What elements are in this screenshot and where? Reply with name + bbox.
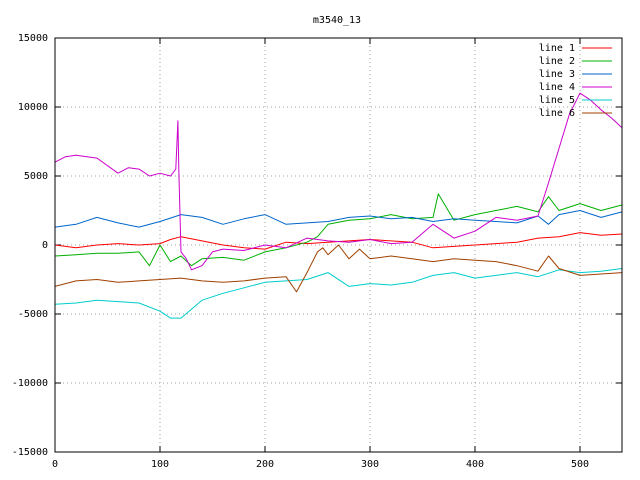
x-tick-label: 0 <box>52 459 58 470</box>
legend-label-4: line 4 <box>539 82 575 93</box>
series-line-2 <box>54 193 623 267</box>
series-line-6 <box>54 244 623 293</box>
y-tick-label: 15000 <box>18 33 48 44</box>
y-tick-label: -10000 <box>12 378 48 389</box>
x-tick-label: 400 <box>466 459 484 470</box>
axes-layer: 0 100 200 300 400 500 -15000 -10000 -5000 0 5000 10… <box>12 33 622 470</box>
series-layer <box>54 92 623 319</box>
x-tick-label: 100 <box>151 459 169 470</box>
plot-frame <box>54 37 623 453</box>
legend-label-1: line 1 <box>539 43 575 54</box>
legend-label-5: line 5 <box>539 95 575 106</box>
y-tick-label: 0 <box>42 240 48 251</box>
series-line-1 <box>54 232 623 250</box>
x-tick-label: 500 <box>571 459 589 470</box>
y-tick-label: 5000 <box>24 171 48 182</box>
series-line-3 <box>54 210 623 228</box>
legend: line 1 line 2 line 3 line 4 line 5 line 6 <box>539 43 612 119</box>
legend-label-3: line 3 <box>539 69 575 80</box>
series-line-5 <box>54 268 623 319</box>
series-line-4 <box>54 92 623 271</box>
legend-label-2: line 2 <box>539 56 575 67</box>
x-tick-label: 200 <box>256 459 274 470</box>
y-tick-label: 10000 <box>18 102 48 113</box>
y-tick-label: -15000 <box>12 447 48 458</box>
x-tick-label: 300 <box>361 459 379 470</box>
chart-title: m3540_13 <box>313 15 361 26</box>
legend-label-6: line 6 <box>539 108 575 119</box>
y-tick-label: -5000 <box>18 309 48 320</box>
